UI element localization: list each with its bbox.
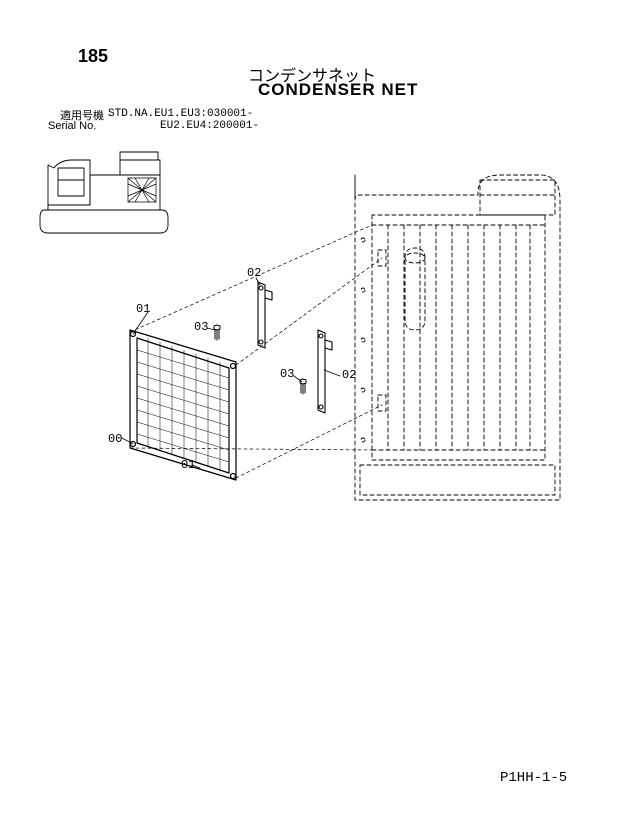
part-02-brackets	[258, 282, 332, 413]
technical-diagram	[0, 0, 620, 817]
radiator-housing-context	[355, 175, 560, 500]
thumbnail-icon	[40, 152, 168, 233]
part-00-condenser-net	[130, 330, 236, 480]
explode-lines	[130, 225, 382, 478]
